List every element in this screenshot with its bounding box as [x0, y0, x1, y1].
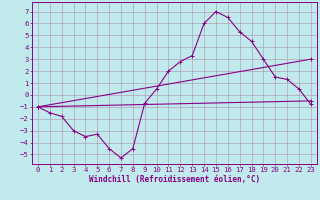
- X-axis label: Windchill (Refroidissement éolien,°C): Windchill (Refroidissement éolien,°C): [89, 175, 260, 184]
